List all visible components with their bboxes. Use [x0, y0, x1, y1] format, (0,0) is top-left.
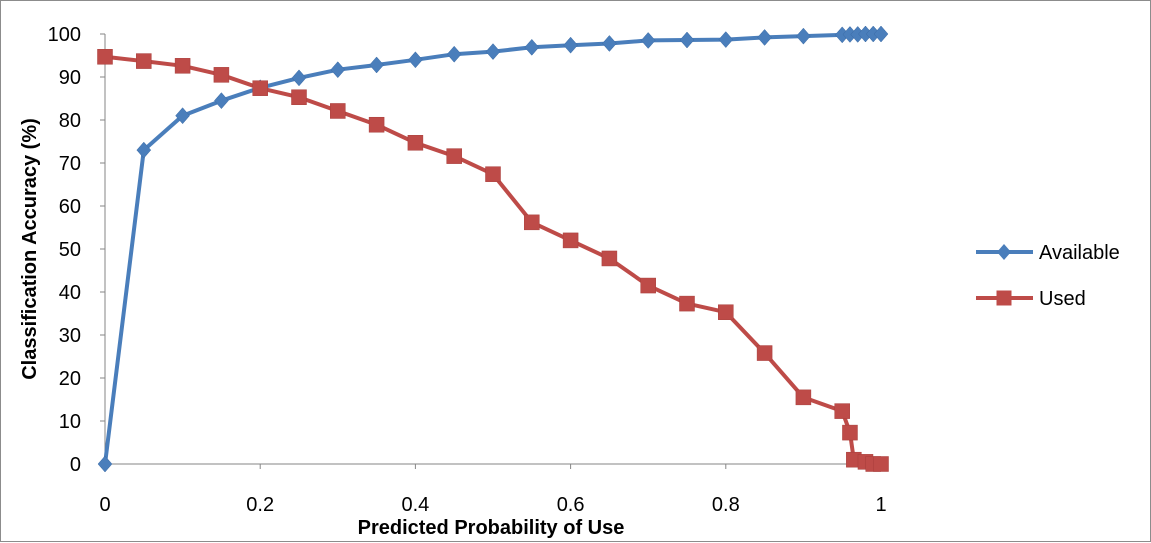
data-point-used [97, 49, 113, 65]
data-point-used [330, 103, 346, 119]
y-tick-label: 50 [59, 239, 81, 261]
data-point-used [407, 135, 424, 151]
data-point-available [446, 45, 462, 63]
x-axis-title: Predicted Probability of Use [358, 517, 625, 539]
data-point-available [97, 455, 113, 473]
data-point-used [136, 53, 152, 69]
legend-marker-used [996, 290, 1012, 306]
y-tick-label: 60 [59, 196, 81, 218]
legend-label-available: Available [1039, 242, 1120, 264]
y-tick-label: 70 [59, 153, 81, 175]
y-tick-label: 80 [59, 110, 81, 132]
x-tick-label: 0.4 [401, 494, 429, 516]
x-tick-label: 1 [875, 494, 886, 516]
data-point-used [446, 148, 462, 164]
axes: 0 10 20 30 40 50 60 70 80 90 100 0 0.2 0.4 0.6 0.8 1 [48, 24, 887, 516]
data-point-used [679, 295, 695, 312]
data-point-used [834, 403, 850, 419]
data-point-available [757, 29, 772, 46]
legend: Available Used [976, 242, 1120, 310]
data-point-used [562, 232, 579, 249]
data-point-available [485, 43, 501, 61]
data-point-available [796, 27, 811, 45]
series-markers [97, 25, 889, 473]
x-tick-label: 0.2 [246, 494, 274, 516]
data-point-used [756, 345, 773, 361]
data-point-used [174, 58, 191, 74]
x-tick-label: 0.6 [557, 494, 585, 516]
data-point-available [291, 69, 307, 87]
data-point-used [291, 89, 307, 105]
data-point-used [601, 250, 618, 267]
data-point-used [213, 67, 230, 83]
data-point-available [563, 36, 578, 54]
data-point-used [252, 80, 268, 96]
data-point-used [640, 277, 656, 294]
data-point-used [873, 456, 889, 472]
y-tick-label: 20 [59, 368, 81, 390]
data-point-available [330, 61, 346, 79]
series-line-used [104, 54, 881, 466]
data-point-available [679, 31, 695, 49]
data-point-used [368, 116, 385, 133]
y-axis-title: Classification Accuracy (%) [19, 118, 41, 380]
data-point-used [718, 304, 734, 320]
data-point-available [214, 92, 229, 110]
data-point-available [369, 56, 384, 74]
y-tick-label: 30 [59, 325, 81, 347]
data-point-used [524, 214, 540, 231]
data-point-used [842, 424, 858, 441]
y-tick-label: 90 [59, 67, 81, 89]
y-tick-label: 0 [70, 454, 81, 476]
data-point-used [795, 389, 812, 406]
y-tick-label: 100 [48, 24, 81, 46]
data-point-available [524, 38, 540, 56]
y-tick-label: 40 [59, 282, 81, 304]
data-point-available [175, 107, 190, 125]
data-point-available [602, 35, 617, 52]
x-tick-label: 0 [99, 494, 110, 516]
data-point-used [485, 166, 501, 182]
data-point-available [873, 25, 889, 43]
x-tick-label: 0.8 [712, 494, 740, 516]
data-point-available [408, 51, 423, 69]
y-tick-label: 10 [59, 411, 81, 433]
legend-label-used: Used [1039, 288, 1086, 310]
legend-marker-available [997, 244, 1011, 260]
data-point-available [718, 31, 734, 48]
data-point-available [640, 32, 656, 49]
data-point-available [136, 141, 152, 159]
